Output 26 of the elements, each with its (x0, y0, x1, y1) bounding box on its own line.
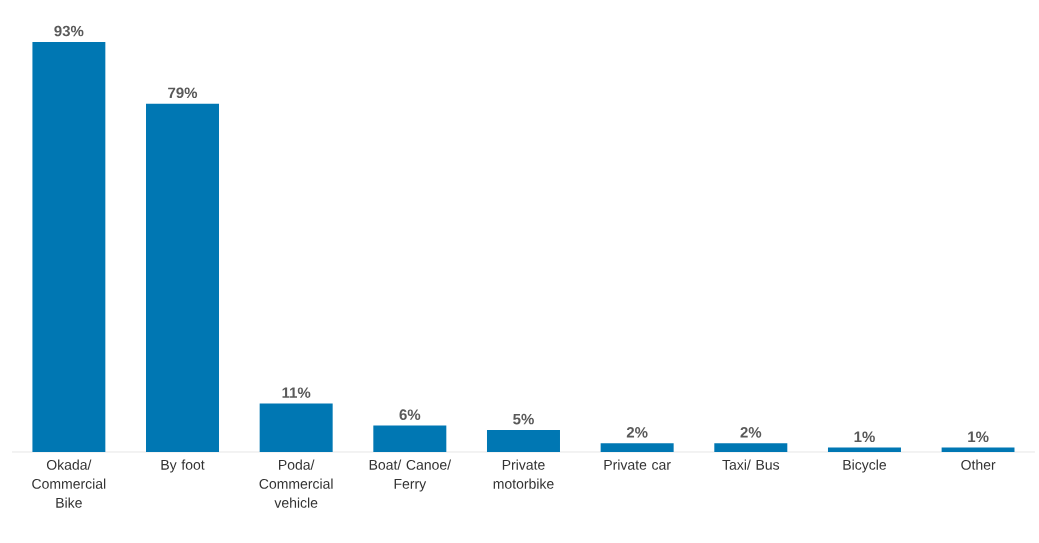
x-tick-label: Taxi/ Bus (722, 459, 780, 470)
data-label: 79% (168, 87, 198, 99)
bar (600, 443, 674, 452)
bar (714, 443, 788, 452)
x-tick-label: Okada/ Commercial Bike (32, 459, 106, 508)
x-tick-label: By foot (161, 459, 205, 473)
bar (146, 103, 219, 452)
data-label: 6% (399, 409, 421, 420)
data-label: 2% (740, 427, 762, 438)
x-tick-label: Private car (604, 459, 671, 470)
x-tick-label: Private motorbike (493, 459, 554, 489)
bar (827, 447, 901, 452)
data-label: 2% (626, 427, 648, 438)
bar (373, 425, 447, 452)
data-label: 5% (513, 413, 534, 425)
bar (486, 429, 560, 452)
data-label: 11% (282, 387, 311, 398)
bar (259, 403, 333, 452)
data-label: 1% (854, 431, 875, 443)
x-tick-label: Other (961, 459, 996, 470)
x-tick-label: Boat/ Canoe/ Ferry (369, 459, 452, 492)
x-tick-label: Bicycle (843, 459, 887, 473)
data-label: 93% (54, 25, 84, 37)
bar (32, 41, 106, 452)
data-label: 1% (968, 431, 989, 443)
x-tick-label: Poda/ Commercial vehicle (259, 459, 333, 508)
